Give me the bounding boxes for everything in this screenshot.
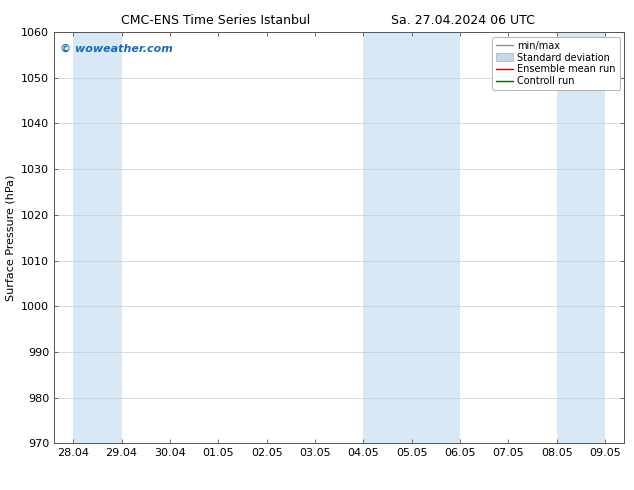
Legend: min/max, Standard deviation, Ensemble mean run, Controll run: min/max, Standard deviation, Ensemble me… [492, 37, 619, 90]
Bar [557, 32, 605, 443]
Text: © woweather.com: © woweather.com [60, 44, 172, 54]
Y-axis label: Surface Pressure (hPa): Surface Pressure (hPa) [5, 174, 15, 301]
Text: Sa. 27.04.2024 06 UTC: Sa. 27.04.2024 06 UTC [391, 14, 534, 27]
Bar [74, 32, 122, 443]
Bar [363, 32, 460, 443]
Text: CMC-ENS Time Series Istanbul: CMC-ENS Time Series Istanbul [121, 14, 310, 27]
